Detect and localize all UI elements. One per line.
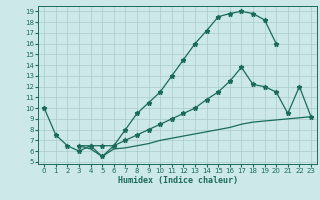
X-axis label: Humidex (Indice chaleur): Humidex (Indice chaleur) [118,176,238,185]
